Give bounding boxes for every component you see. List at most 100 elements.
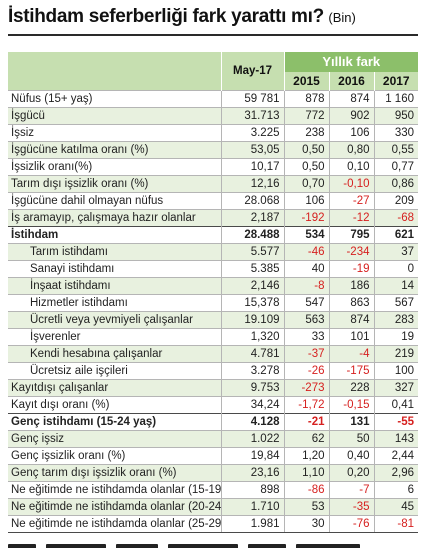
row-label: Kendi hesabına çalışanlar: [8, 345, 221, 363]
row-2017-value: 0,77: [373, 158, 418, 176]
row-label: İstihdam: [8, 226, 221, 244]
row-may-value: 2,146: [220, 277, 284, 295]
row-label: Genç işsiz: [8, 430, 221, 448]
row-may-value: 3.278: [220, 362, 284, 380]
table-title: İstihdam seferberliği fark yarattı mı? (…: [8, 6, 418, 34]
row-may-value: 1.022: [220, 430, 284, 448]
row-label: İşsiz: [8, 124, 221, 142]
row-label: Ne eğitimde ne istihdamda olanlar (20-24…: [8, 498, 221, 516]
row-2015-value: 0,70: [283, 175, 329, 193]
table-row: İşgücü 31.713 772 902 950: [8, 107, 418, 125]
row-2015-value: 1,10: [283, 464, 329, 482]
row-2017-value: 1 160: [373, 90, 418, 108]
row-2016-value: -0,10: [328, 175, 374, 193]
table-row: Kendi hesabına çalışanlar 4.781 -37 -4 219: [8, 345, 418, 363]
header-year-2015: 2015: [283, 72, 329, 91]
row-may-value: 53,05: [220, 141, 284, 159]
row-may-value: 15,378: [220, 294, 284, 312]
row-2017-value: 2,96: [373, 464, 418, 482]
row-2017-value: 0,41: [373, 396, 418, 414]
employment-table: May-17 Yıllık fark 2015 2016 2017 Nüfus …: [8, 52, 418, 532]
row-may-value: 4.781: [220, 345, 284, 363]
row-2015-value: 1,20: [283, 447, 329, 465]
row-2015-value: 30: [283, 515, 329, 532]
row-2016-value: -19: [328, 260, 374, 278]
row-may-value: 34,24: [220, 396, 284, 414]
row-may-value: 1.981: [220, 515, 284, 532]
row-may-value: 31.713: [220, 107, 284, 125]
row-2016-value: 0,10: [328, 158, 374, 176]
row-2015-value: 563: [283, 311, 329, 329]
next-paragraph-fragment: [8, 538, 418, 548]
table-row: Ne eğitimde ne istihdamda olanlar (15-19…: [8, 481, 418, 499]
row-label: Kayıtdışı çalışanlar: [8, 379, 221, 397]
row-label: Ne eğitimde ne istihdamda olanlar (15-19…: [8, 481, 221, 499]
row-2017-value: 14: [373, 277, 418, 295]
row-2017-value: 209: [373, 192, 418, 210]
table-row: İnşaat istihdamı 2,146 -8 186 14: [8, 277, 418, 295]
row-2017-value: 0,55: [373, 141, 418, 159]
row-2015-value: -37: [283, 345, 329, 363]
table-row: İş aramayıp, çalışmaya hazır olanlar 2,18…: [8, 209, 418, 227]
row-label: İşgücüne katılma oranı (%): [8, 141, 221, 159]
header-may: May-17: [220, 52, 284, 91]
row-2015-value: 0,50: [283, 141, 329, 159]
row-2016-value: -0,15: [328, 396, 374, 414]
table-row: İşgücüne dahil olmayan nüfus 28.068 106 -27…: [8, 192, 418, 210]
row-may-value: 59 781: [220, 90, 284, 108]
table-row: Tarım istihdamı 5.577 -46 -234 37: [8, 243, 418, 261]
table-row: Genç tarım dışı işsizlik oranı (%) 23,16 1…: [8, 464, 418, 482]
row-label: İşgücü: [8, 107, 221, 125]
row-may-value: 3.225: [220, 124, 284, 142]
row-2017-value: 283: [373, 311, 418, 329]
header-yillik-fark: Yıllık fark: [283, 52, 418, 72]
table-title-unit: (Bin): [328, 10, 356, 25]
row-2017-value: 2,44: [373, 447, 418, 465]
row-2015-value: -21: [283, 413, 329, 431]
row-may-value: 4.128: [220, 413, 284, 431]
table-row: Nüfus (15+ yaş) 59 781 878 874 1 160: [8, 90, 418, 108]
row-2016-value: 874: [328, 311, 374, 329]
row-may-value: 1.710: [220, 498, 284, 516]
row-2015-value: 534: [283, 226, 329, 244]
row-may-value: 5.385: [220, 260, 284, 278]
row-may-value: 12,16: [220, 175, 284, 193]
row-label: İş aramayıp, çalışmaya hazır olanlar: [8, 209, 221, 227]
row-2017-value: 330: [373, 124, 418, 142]
row-2017-value: 0,86: [373, 175, 418, 193]
table-row: Tarım dışı işsizlik oranı (%) 12,16 0,70 -0…: [8, 175, 418, 193]
row-2016-value: -7: [328, 481, 374, 499]
row-2017-value: -55: [373, 413, 418, 431]
row-2015-value: 772: [283, 107, 329, 125]
row-2017-value: 37: [373, 243, 418, 261]
data-table-container: May-17 Yıllık fark 2015 2016 2017 Nüfus …: [8, 52, 418, 533]
row-2016-value: -35: [328, 498, 374, 516]
table-row: İşgücüne katılma oranı (%) 53,05 0,50 0,80 0…: [8, 141, 418, 159]
row-2015-value: 0,50: [283, 158, 329, 176]
row-label: Hizmetler istihdamı: [8, 294, 221, 312]
row-2016-value: 902: [328, 107, 374, 125]
row-2016-value: 50: [328, 430, 374, 448]
table-row: Sanayi istihdamı 5.385 40 -19 0: [8, 260, 418, 278]
title-underline: [8, 34, 418, 36]
row-label: Sanayi istihdamı: [8, 260, 221, 278]
table-title-main: İstihdam seferberliği fark yarattı mı?: [8, 6, 324, 27]
row-2017-value: 45: [373, 498, 418, 516]
table-row: Kayıt dışı oranı (%) 34,24 -1,72 -0,15 0,41: [8, 396, 418, 414]
row-may-value: 28.488: [220, 226, 284, 244]
row-may-value: 19,84: [220, 447, 284, 465]
row-2016-value: 0,20: [328, 464, 374, 482]
row-label: Ne eğitimde ne istihdamda olanlar (25-29…: [8, 515, 221, 532]
row-2016-value: 106: [328, 124, 374, 142]
row-label: Kayıt dışı oranı (%): [8, 396, 221, 414]
row-label: Genç tarım dışı işsizlik oranı (%): [8, 464, 221, 482]
row-2016-value: -76: [328, 515, 374, 532]
row-label: İşgücüne dahil olmayan nüfus: [8, 192, 221, 210]
row-2015-value: -1,72: [283, 396, 329, 414]
table-row: Hizmetler istihdamı 15,378 547 863 567: [8, 294, 418, 312]
row-2016-value: 863: [328, 294, 374, 312]
row-2017-value: 143: [373, 430, 418, 448]
row-2017-value: 950: [373, 107, 418, 125]
row-may-value: 1,320: [220, 328, 284, 346]
